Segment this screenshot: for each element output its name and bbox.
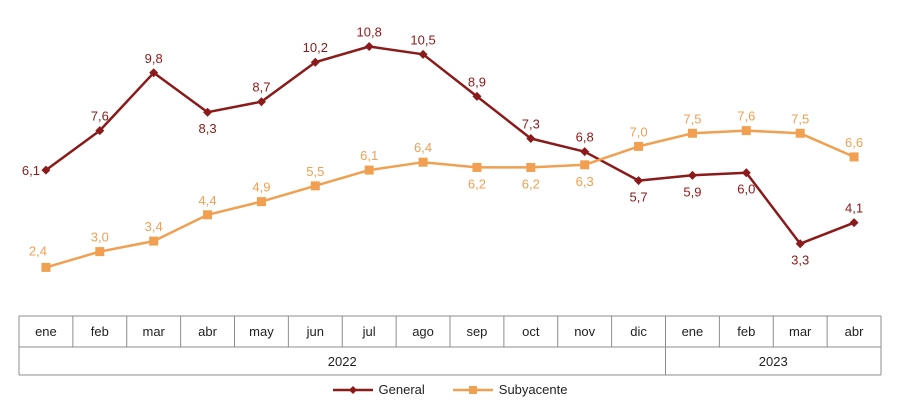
series-line-general bbox=[45, 45, 855, 245]
data-point-subyacente bbox=[364, 165, 374, 175]
data-point-general bbox=[149, 68, 159, 78]
data-label-general: 7,3 bbox=[522, 117, 540, 132]
x-tick-label: ago bbox=[412, 324, 434, 339]
year-label: 2022 bbox=[328, 354, 357, 369]
x-tick-label: ene bbox=[35, 324, 57, 339]
data-label-general: 6,8 bbox=[576, 130, 594, 145]
data-point-subyacente bbox=[418, 157, 428, 167]
data-label-general: 6,0 bbox=[737, 182, 755, 197]
data-label-subyacente: 6,4 bbox=[414, 140, 432, 155]
legend-label-subyacente: Subyacente bbox=[498, 382, 568, 397]
data-label-subyacente: 4,4 bbox=[199, 193, 217, 208]
x-tick-label: dic bbox=[630, 324, 647, 339]
data-point-general bbox=[795, 239, 805, 249]
data-point-general bbox=[687, 170, 697, 180]
series-line-subyacente bbox=[45, 129, 855, 269]
data-point-general bbox=[634, 176, 644, 186]
data-point-subyacente bbox=[526, 162, 536, 172]
data-label-subyacente: 3,4 bbox=[145, 219, 163, 234]
data-point-general bbox=[580, 147, 590, 157]
data-point-subyacente bbox=[741, 126, 751, 136]
x-tick-label: jun bbox=[306, 324, 324, 339]
series-markers-layer bbox=[41, 41, 859, 272]
data-point-general bbox=[256, 97, 266, 107]
data-label-general: 9,8 bbox=[145, 51, 163, 66]
legend-swatch-subyacente bbox=[452, 385, 493, 394]
data-point-subyacente bbox=[203, 210, 213, 220]
data-label-general: 10,8 bbox=[357, 24, 382, 39]
x-tick-label: nov bbox=[574, 324, 595, 339]
chart-legend: General Subyacente bbox=[0, 382, 900, 397]
data-point-subyacente bbox=[256, 197, 266, 207]
data-point-subyacente bbox=[580, 160, 590, 170]
data-label-subyacente: 6,3 bbox=[576, 174, 594, 189]
data-label-general: 5,7 bbox=[630, 190, 648, 205]
data-label-general: 4,1 bbox=[845, 201, 863, 216]
data-labels-layer: 6,1 7,6 9,8 8,3 8,7 10,2 10,8 10,5 8,9 7,3 6,8 5,7 5… bbox=[22, 24, 863, 267]
data-label-general: 8,9 bbox=[468, 74, 486, 89]
data-point-subyacente bbox=[41, 262, 51, 272]
data-point-subyacente bbox=[634, 141, 644, 151]
data-point-subyacente bbox=[795, 128, 805, 138]
data-point-general bbox=[203, 107, 213, 117]
data-label-subyacente: 2,4 bbox=[29, 243, 47, 258]
data-label-general: 8,3 bbox=[199, 121, 217, 136]
data-label-general: 8,7 bbox=[252, 80, 270, 95]
data-label-subyacente: 5,5 bbox=[306, 164, 324, 179]
x-tick-label: feb bbox=[91, 324, 109, 339]
data-point-general bbox=[418, 49, 428, 59]
x-tick-label: mar bbox=[789, 324, 812, 339]
data-label-subyacente: 7,0 bbox=[630, 124, 648, 139]
x-tick-label: may bbox=[249, 324, 274, 339]
data-point-general bbox=[310, 57, 320, 67]
series-lines-layer bbox=[45, 45, 855, 269]
x-tick-label: mar bbox=[142, 324, 165, 339]
data-point-subyacente bbox=[310, 181, 320, 191]
data-point-general bbox=[41, 165, 51, 175]
year-label: 2023 bbox=[759, 354, 788, 369]
data-point-subyacente bbox=[95, 247, 105, 257]
data-label-subyacente: 6,2 bbox=[522, 176, 540, 191]
data-point-subyacente bbox=[149, 236, 159, 246]
data-label-general: 10,2 bbox=[303, 40, 328, 55]
x-tick-label: oct bbox=[522, 324, 540, 339]
x-tick-label: ene bbox=[682, 324, 704, 339]
data-label-subyacente: 7,5 bbox=[791, 111, 809, 126]
data-label-subyacente: 6,2 bbox=[468, 176, 486, 191]
data-label-subyacente: 6,1 bbox=[360, 148, 378, 163]
data-label-general: 7,6 bbox=[91, 109, 109, 124]
data-point-general bbox=[741, 168, 751, 178]
data-label-subyacente: 4,9 bbox=[252, 180, 270, 195]
data-label-subyacente: 6,6 bbox=[845, 135, 863, 150]
data-point-general bbox=[849, 218, 859, 228]
data-point-subyacente bbox=[687, 128, 697, 138]
category-axis-table: ene feb mar abr may jun jul ago sep oct nov dic ene f… bbox=[18, 315, 882, 376]
data-point-general bbox=[95, 126, 105, 136]
legend-item-general: General bbox=[332, 382, 425, 397]
data-label-general: 6,1 bbox=[22, 163, 40, 178]
data-label-general: 5,9 bbox=[683, 184, 701, 199]
x-tick-label: abr bbox=[845, 324, 864, 339]
x-tick-label: abr bbox=[198, 324, 217, 339]
data-point-general bbox=[526, 134, 536, 144]
data-label-subyacente: 7,5 bbox=[683, 111, 701, 126]
x-tick-label: feb bbox=[737, 324, 755, 339]
data-label-subyacente: 7,6 bbox=[737, 109, 755, 124]
legend-item-subyacente: Subyacente bbox=[452, 382, 568, 397]
data-label-subyacente: 3,0 bbox=[91, 230, 109, 245]
data-label-general: 10,5 bbox=[410, 32, 435, 47]
legend-swatch-general bbox=[332, 385, 373, 394]
data-label-general: 3,3 bbox=[791, 253, 809, 268]
x-tick-label: jul bbox=[362, 324, 376, 339]
data-point-general bbox=[472, 91, 482, 101]
data-point-general bbox=[364, 41, 374, 51]
x-tick-label: sep bbox=[466, 324, 487, 339]
data-point-subyacente bbox=[849, 152, 859, 162]
data-point-subyacente bbox=[472, 162, 482, 172]
legend-label-general: General bbox=[378, 382, 425, 397]
